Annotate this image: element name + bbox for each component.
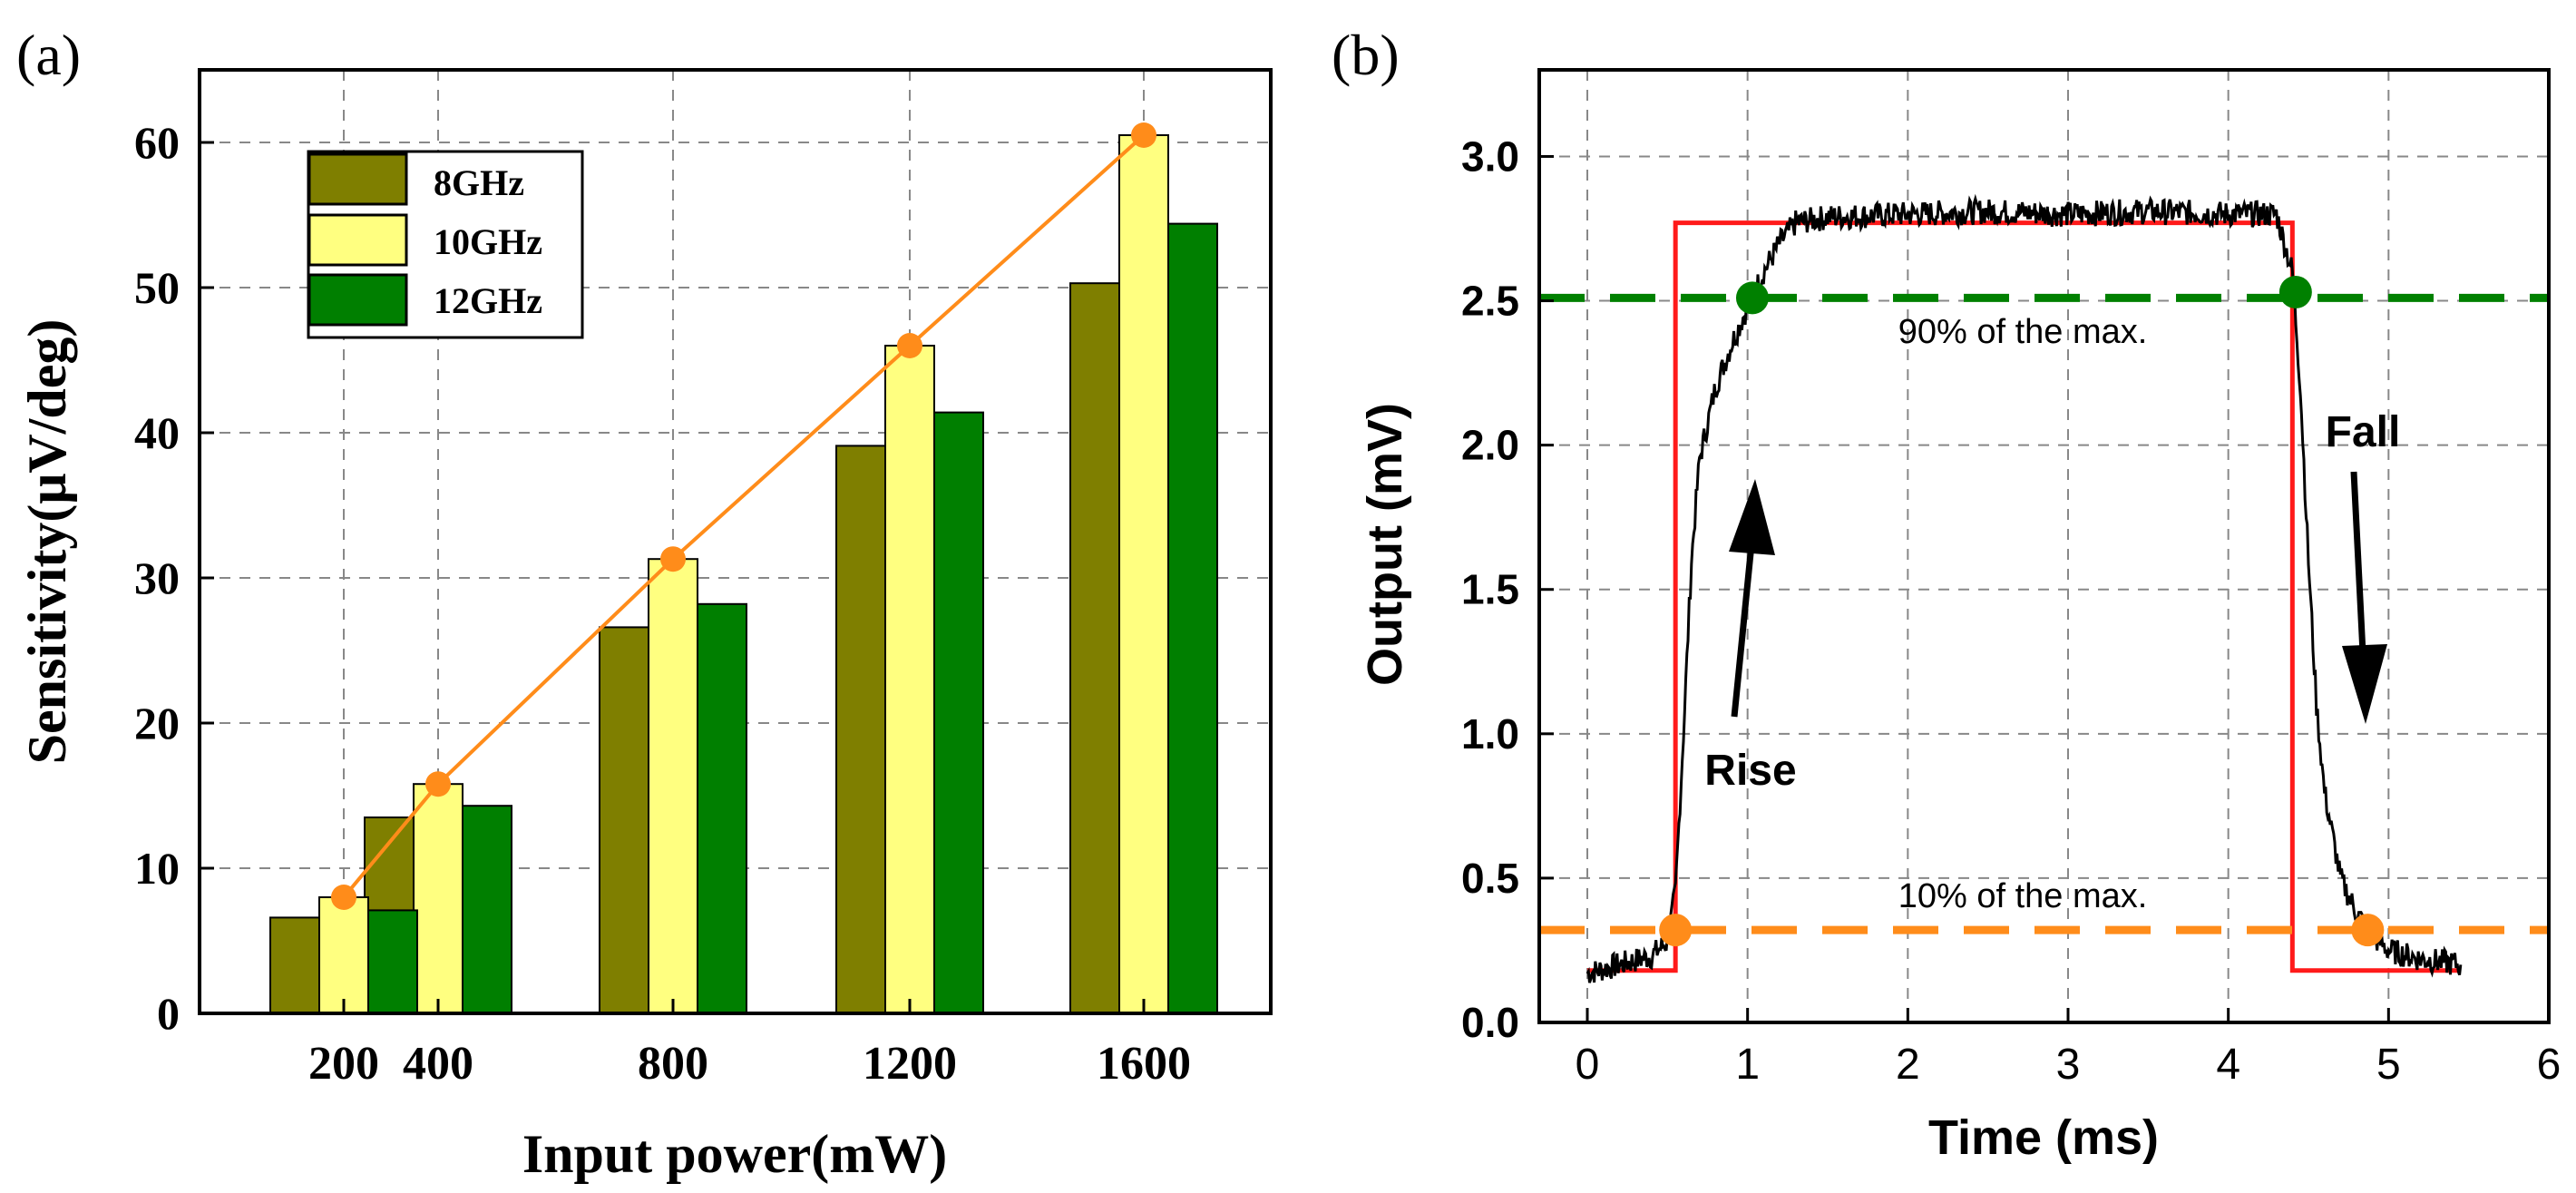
panel-b-label: (b) bbox=[1332, 23, 1400, 87]
panel-b-x-tick-label: 5 bbox=[2376, 1041, 2401, 1089]
bar-8ghz-1600 bbox=[1069, 282, 1120, 1014]
legend-label-12ghz: 12GHz bbox=[434, 280, 542, 321]
panel-a: (a) 0 10 20 30 40 50 60 200 400 800 1200 1600 8GHz … bbox=[16, 23, 1273, 1184]
bar-10ghz-800 bbox=[648, 558, 698, 1014]
legend-swatch-10ghz bbox=[307, 213, 408, 267]
fall-arrow bbox=[2342, 471, 2387, 724]
panel-b: (b) 0 1 2 3 4 5 6 0.0 0.5 1.0 1.5 2.0 2.5 3.0 90% of … bbox=[1332, 23, 2561, 1165]
annotation-rise: Rise bbox=[1704, 747, 1796, 795]
panel-a-bars bbox=[269, 134, 1218, 1015]
panel-a-y-tick-label: 30 bbox=[134, 552, 180, 603]
bar-10ghz-200 bbox=[318, 896, 369, 1014]
marker-90-percent bbox=[1735, 281, 1769, 315]
rise-arrow-shaft bbox=[1731, 534, 1756, 718]
bar-10ghz-1200 bbox=[884, 345, 935, 1014]
rise-arrow bbox=[1729, 479, 1775, 718]
marker-10-percent bbox=[2351, 914, 2385, 947]
bar-12ghz-1200 bbox=[933, 411, 984, 1015]
panel-a-axes: 0 10 20 30 40 50 60 200 400 800 1200 1600 bbox=[134, 117, 1191, 1090]
bar-12ghz-400 bbox=[462, 805, 512, 1015]
panel-b-series bbox=[1586, 193, 2463, 983]
bar-12ghz-1600 bbox=[1167, 222, 1218, 1015]
rise-arrow-head bbox=[1729, 479, 1775, 555]
panel-b-y-tick-label: 0.5 bbox=[1461, 855, 1519, 902]
panel-b-reference-lines bbox=[1539, 293, 2549, 934]
bar-12ghz-800 bbox=[697, 602, 747, 1014]
legend-label-10ghz: 10GHz bbox=[434, 221, 542, 262]
panel-a-trend bbox=[331, 122, 1156, 910]
panel-a-y-tick-label: 20 bbox=[134, 698, 180, 748]
panel-a-y-tick-label: 50 bbox=[134, 262, 180, 313]
panel-a-x-tick-label: 1200 bbox=[863, 1038, 957, 1090]
panel-a-y-tick-label: 60 bbox=[134, 117, 180, 168]
output-trace-line bbox=[1586, 193, 2463, 983]
panel-b-x-tick-label: 0 bbox=[1576, 1041, 1600, 1089]
panel-b-x-tick-label: 6 bbox=[2537, 1041, 2561, 1089]
panel-a-y-tick-label: 40 bbox=[134, 407, 180, 458]
panel-a-y-tick-label: 0 bbox=[157, 988, 180, 1039]
panel-b-markers bbox=[1659, 276, 2385, 947]
bar-10ghz-400 bbox=[413, 783, 463, 1015]
panel-a-x-tick-label: 1600 bbox=[1097, 1038, 1191, 1090]
panel-b-y-tick-label: 2.0 bbox=[1461, 422, 1519, 469]
panel-a-x-axis-title: Input power(mW) bbox=[522, 1124, 947, 1184]
panel-b-plot-frame bbox=[1537, 68, 2551, 1024]
panel-a-label: (a) bbox=[16, 23, 81, 87]
fall-arrow-shaft bbox=[2350, 471, 2366, 654]
panel-b-x-tick-label: 4 bbox=[2216, 1041, 2240, 1089]
panel-b-x-tick-label: 1 bbox=[1735, 1041, 1760, 1089]
legend-label-8ghz: 8GHz bbox=[434, 162, 524, 203]
bar-8ghz-800 bbox=[599, 626, 649, 1015]
trend-point bbox=[660, 546, 686, 572]
trend-point bbox=[331, 885, 356, 910]
panel-a-y-axis-title: Sensitivity(μV/deg) bbox=[17, 319, 77, 765]
trend-point bbox=[1131, 122, 1156, 148]
trend-point bbox=[897, 333, 922, 358]
annotation-10-percent: 10% of the max. bbox=[1898, 877, 2148, 915]
bar-10ghz-1600 bbox=[1118, 134, 1169, 1014]
panel-a-y-tick-label: 10 bbox=[134, 843, 180, 894]
annotation-90-percent: 90% of the max. bbox=[1898, 313, 2148, 351]
panel-a-x-tick-label: 400 bbox=[403, 1038, 473, 1090]
panel-b-y-tick-label: 0.0 bbox=[1461, 999, 1519, 1046]
legend-swatch-8ghz bbox=[307, 152, 408, 206]
marker-10-percent bbox=[1659, 914, 1693, 947]
annotation-fall: Fall bbox=[2326, 408, 2401, 456]
panel-a-x-tick-label: 200 bbox=[308, 1038, 379, 1090]
panel-a-legend: 8GHz 10GHz 12GHz bbox=[307, 150, 584, 339]
panel-a-x-tick-label: 800 bbox=[638, 1038, 708, 1090]
trend-point bbox=[425, 771, 451, 797]
panel-b-y-axis-title: Output (mV) bbox=[1358, 403, 1412, 686]
panel-a-plot-frame bbox=[198, 68, 1273, 1015]
panel-b-y-tick-label: 1.0 bbox=[1461, 710, 1519, 758]
panel-b-y-tick-label: 1.5 bbox=[1461, 566, 1519, 613]
bar-8ghz-200 bbox=[269, 916, 320, 1015]
panel-b-x-tick-label: 2 bbox=[1896, 1041, 1920, 1089]
legend-swatch-12ghz bbox=[307, 273, 408, 327]
bar-8ghz-1200 bbox=[835, 445, 886, 1014]
bar-12ghz-200 bbox=[367, 909, 418, 1015]
marker-90-percent bbox=[2278, 276, 2312, 308]
panel-b-x-tick-label: 3 bbox=[2056, 1041, 2081, 1089]
fall-arrow-head bbox=[2342, 644, 2387, 724]
panel-b-y-tick-label: 3.0 bbox=[1461, 132, 1519, 180]
panel-b-y-tick-label: 2.5 bbox=[1461, 278, 1519, 325]
panel-b-x-axis-title: Time (ms) bbox=[1928, 1110, 2159, 1165]
panel-b-axes: 0 1 2 3 4 5 6 0.0 0.5 1.0 1.5 2.0 2.5 3.0 bbox=[1461, 132, 2561, 1089]
